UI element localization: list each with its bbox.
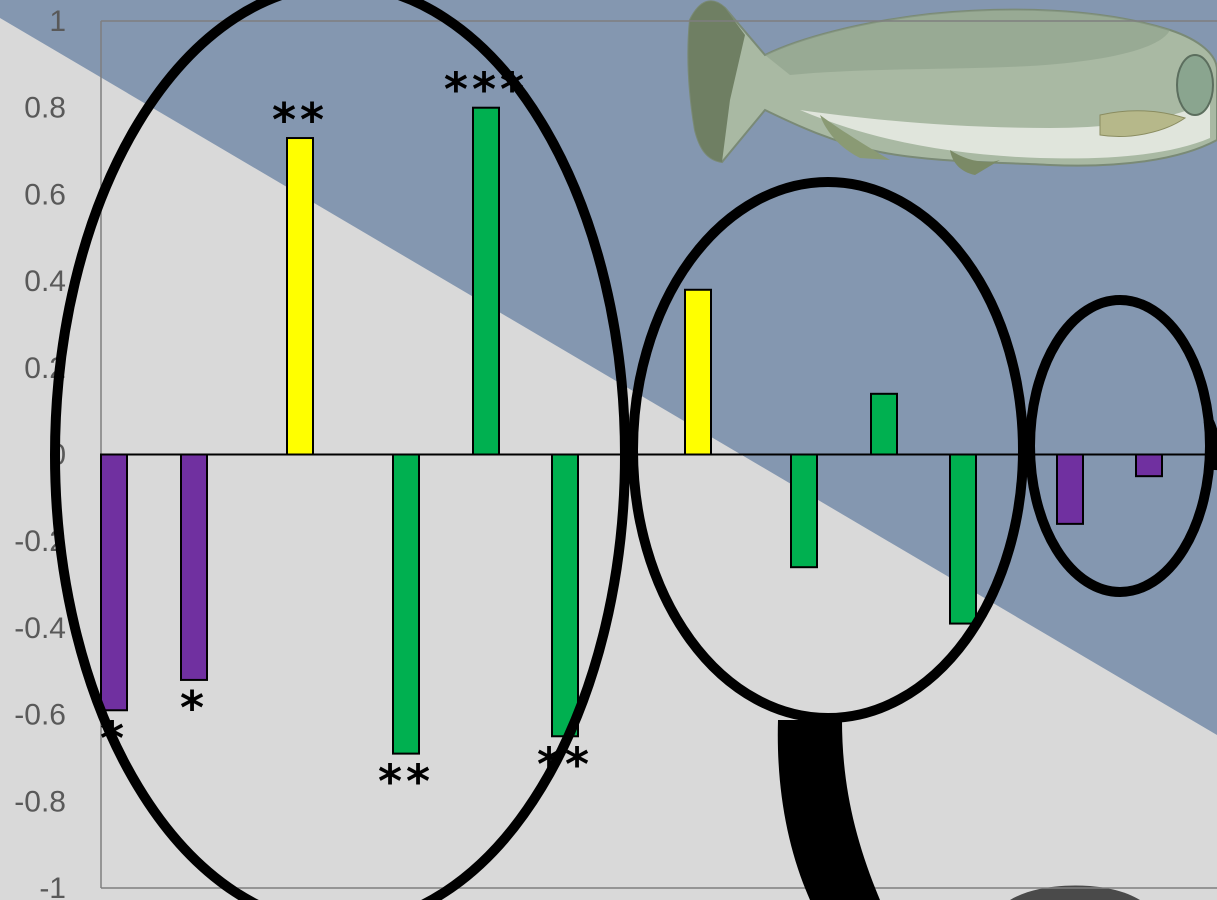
bar-series [100, 106, 1163, 755]
bar [100, 453, 128, 712]
significance-markers: *********** [100, 63, 589, 809]
significance-marker: ** [378, 755, 434, 809]
significance-marker: * [180, 681, 208, 735]
y-tick-label: -1 [39, 872, 66, 900]
magnifying-glass-overlay [50, 0, 1217, 900]
magnifying-glass-handle [777, 720, 880, 900]
y-tick-label: 0.8 [24, 92, 66, 125]
bar [1135, 453, 1163, 478]
y-tick-label: 0.4 [24, 265, 66, 298]
bar [472, 106, 500, 456]
magnifying-glass-medium-ellipse [628, 177, 1028, 723]
magnifying-glass-right-arc [1203, 417, 1217, 471]
partial-dark-fish-illustration [1010, 885, 1140, 900]
y-tick-label: -0.6 [14, 699, 66, 732]
significance-marker: ** [272, 93, 328, 147]
bar [790, 453, 818, 569]
magnifying-glass-large-ellipse [50, 0, 630, 900]
bar [392, 453, 420, 755]
bar [684, 288, 712, 456]
y-tick-label: -0.4 [14, 612, 66, 645]
bar [949, 453, 977, 625]
bar [870, 392, 898, 456]
bar [1056, 453, 1084, 525]
bar [180, 453, 208, 681]
y-tick-label: 1 [49, 5, 66, 38]
y-tick-label: -0.8 [14, 785, 66, 818]
bar [286, 137, 314, 456]
y-axis-tick-labels: 10.80.60.40.20-0.2-0.4-0.6-0.8-1 [14, 5, 66, 900]
salmon-fish-illustration [687, 0, 1217, 175]
y-tick-label: 0.6 [24, 178, 66, 211]
bar [551, 453, 579, 738]
